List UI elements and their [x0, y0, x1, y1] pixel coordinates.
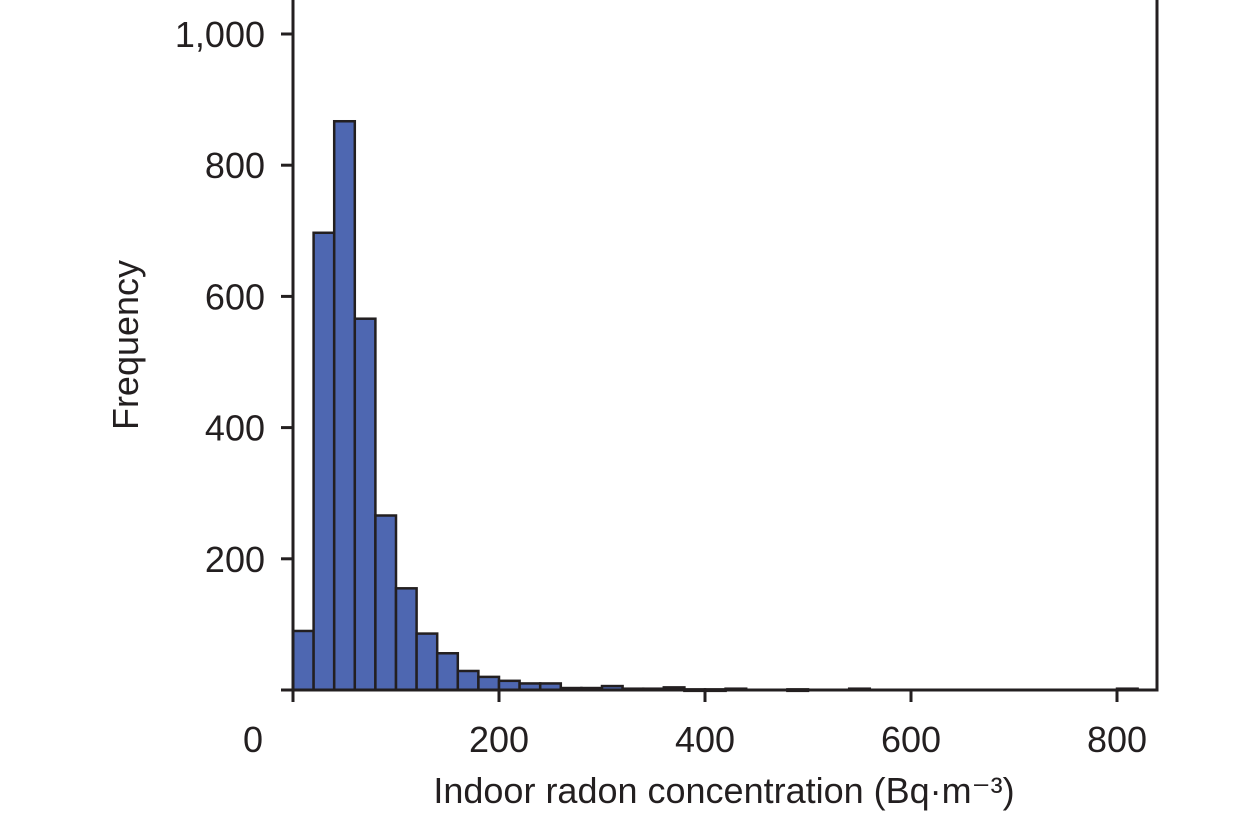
y-tick-label: 400 — [205, 408, 265, 449]
x-tick-label: 800 — [1087, 719, 1147, 760]
histogram-bar — [332, 119, 357, 692]
x-axis-ticks: 0 200 400 600 800 — [243, 690, 1147, 760]
x-tick-label: 200 — [469, 719, 529, 760]
histogram-bar — [394, 587, 418, 692]
x-axis-label: Indoor radon concentration (Bq·m⁻³) — [433, 770, 1014, 811]
x-tick-label: 400 — [675, 719, 735, 760]
histogram-bar — [477, 675, 501, 692]
x-tick-label: 600 — [881, 719, 941, 760]
histogram-bar — [435, 652, 460, 692]
histogram-bar — [415, 632, 439, 692]
y-tick-label: 200 — [205, 539, 265, 580]
plot-frame — [291, 0, 1159, 692]
bars-group — [291, 119, 1139, 693]
histogram-bar — [456, 669, 480, 692]
x-tick-label: 0 — [243, 719, 263, 760]
histogram-bar — [312, 231, 336, 692]
y-axis-label: Frequency — [105, 260, 146, 430]
histogram-bar — [291, 629, 315, 692]
y-axis-ticks: 200 400 600 800 1,000 — [175, 14, 293, 692]
y-tick-label: 1,000 — [175, 14, 265, 55]
y-tick-label: 800 — [205, 145, 265, 186]
y-tick-label: 600 — [205, 276, 265, 317]
histogram-bar — [374, 514, 398, 692]
histogram-bar — [353, 317, 377, 692]
